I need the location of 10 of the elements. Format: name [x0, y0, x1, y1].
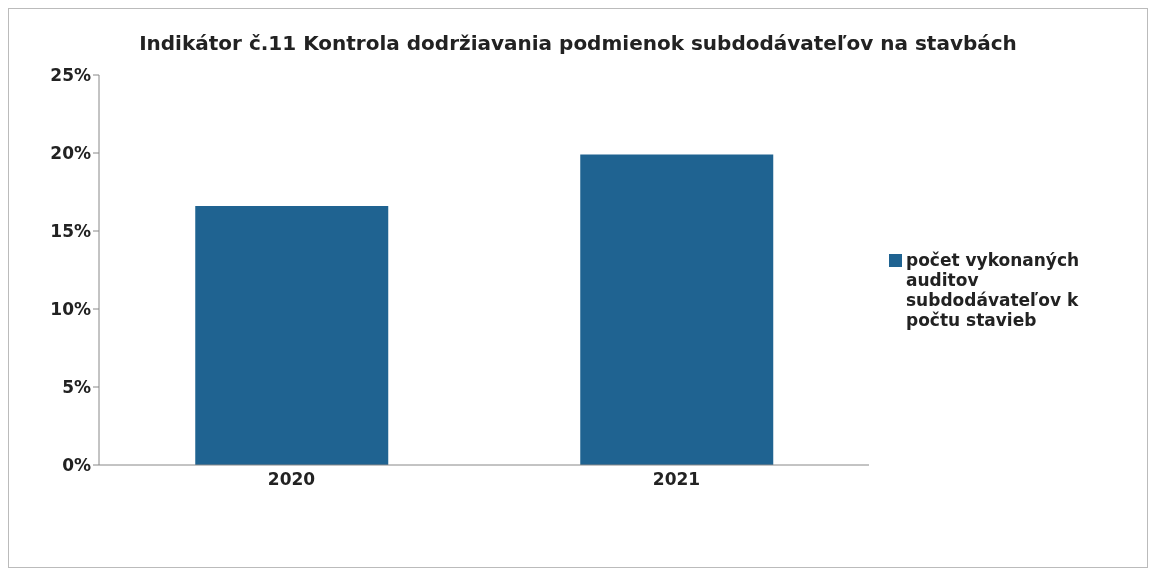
- y-tick-label: 10%: [50, 299, 91, 320]
- y-tick-label: 25%: [50, 65, 91, 86]
- x-tick-label: 2020: [267, 469, 316, 490]
- x-tick-label: 2021: [652, 469, 701, 490]
- chart-title: Indikátor č.11 Kontrola dodržiavania podmienok subdodávateľov na stavbách: [138, 31, 1018, 55]
- legend-label: počet vykonaných auditov subdodávateľov k počtu stavieb: [906, 250, 1081, 330]
- y-tick-label: 15%: [50, 221, 91, 242]
- y-tick-label: 20%: [50, 143, 91, 164]
- y-tick-label: 0%: [62, 455, 91, 476]
- y-tick-label: 5%: [62, 377, 91, 398]
